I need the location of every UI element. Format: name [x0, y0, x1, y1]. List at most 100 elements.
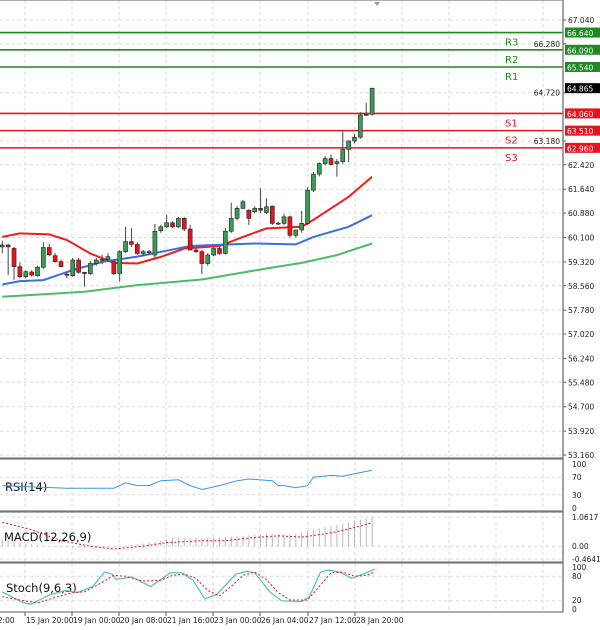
candle-bullish [152, 230, 158, 256]
candle-bearish [52, 255, 58, 262]
candle-bullish [93, 259, 99, 264]
candle-bullish [23, 271, 29, 277]
level-price-label: 65.540 [567, 64, 593, 73]
price-tick-label: 60.100 [568, 234, 594, 243]
candle-bearish [193, 249, 199, 252]
level-price-label: 63.510 [567, 127, 593, 136]
stoch-signal-line [2, 571, 375, 604]
level-price-box [565, 44, 600, 55]
candle-bearish [199, 251, 205, 264]
time-tick-label: 19 Jan 00:00 [73, 616, 121, 625]
chart-shift-marker-icon[interactable] [374, 2, 380, 6]
candle-bullish [99, 259, 105, 261]
candle-bearish [64, 273, 70, 276]
candle-bearish [246, 209, 252, 219]
indicator-tick-label: 0.00 [572, 542, 589, 551]
candle-bullish [293, 229, 299, 236]
candle-bearish [111, 261, 117, 274]
level-label-s1: S1 [505, 118, 518, 129]
candle-bullish [0, 244, 5, 248]
panel-frame [0, 0, 564, 459]
candle-bullish [316, 163, 322, 175]
moving-average-ma-slow [2, 242, 373, 298]
candle-bullish [275, 222, 281, 225]
stoch-main-line [2, 568, 375, 605]
indicator-tick-label: 70 [572, 473, 582, 482]
moving-averages [2, 175, 373, 298]
candle-bullish [363, 114, 369, 116]
candle-bullish [311, 173, 316, 191]
time-tick-label: 23 Jan 00:00 [214, 616, 262, 625]
candle-bullish [346, 140, 351, 150]
candle-bearish [258, 208, 263, 211]
level-label-r3: R3 [505, 38, 518, 49]
current-price-label: 64.865 [567, 85, 593, 94]
price-tick-label: 63.180 [534, 137, 560, 146]
level-price-label: 64.060 [567, 110, 593, 119]
time-tick-label: 20 Jan 08:00 [120, 616, 168, 625]
price-tick-label: 55.480 [568, 378, 594, 387]
level-label-s2: S2 [505, 136, 518, 147]
rsi-line [2, 469, 373, 491]
candle-bullish [334, 161, 340, 164]
indicator-tick-label: 0 [572, 605, 577, 614]
time-tick-label: 27 Jan 12:00 [309, 616, 357, 625]
level-price-label: 66.090 [567, 46, 593, 55]
level-price-box [565, 62, 600, 73]
level-price-box [565, 142, 600, 153]
candle-bullish [105, 256, 111, 260]
candle-bullish [123, 241, 128, 252]
indicator-tick-label: -0.4641 [572, 555, 600, 564]
macd-label: MACD(12,26,9) [4, 530, 91, 544]
indicator-tick-label: 100 [572, 563, 587, 572]
candle-bearish [17, 266, 23, 277]
macd-panel: MACD(12,26,9) [1, 517, 373, 550]
price-tick-label: 53.160 [568, 451, 594, 460]
price-tick-label: 56.240 [568, 354, 594, 363]
candle-bearish [287, 216, 293, 236]
candle-bullish [70, 259, 76, 277]
level-price-box [565, 27, 600, 38]
price-tick-label: 64.720 [534, 89, 560, 98]
candle-bullish [140, 251, 146, 254]
candle-bearish [58, 261, 64, 267]
candle-bullish [211, 248, 216, 256]
rsi-panel: RSI(14) [2, 469, 373, 494]
indicator-tick-label: 1.0617 [572, 513, 598, 522]
level-price-box [565, 125, 600, 136]
candle-bearish [328, 158, 334, 165]
time-tick-label: 12:00 [0, 616, 15, 625]
pivot-levels: R3 R2 R1 S1 S2 S3 [0, 31, 563, 164]
candle-bearish [46, 247, 52, 256]
moving-average-ma-mid [2, 214, 373, 286]
price-tick-label: 66.280 [534, 40, 560, 49]
price-tick-label: 57.780 [568, 306, 594, 315]
price-tick-label: 57.020 [568, 330, 594, 339]
indicator-tick-label: 100 [572, 460, 587, 469]
candle-bullish [252, 208, 258, 213]
candle-bullish [117, 251, 122, 274]
grid [0, 0, 563, 612]
candles [0, 87, 375, 287]
candle-bearish [129, 241, 134, 245]
candle-bullish [322, 158, 328, 164]
panel-frame [0, 458, 564, 512]
candle-bullish [264, 206, 269, 213]
candle-bearish [270, 205, 275, 224]
candle-bullish [369, 87, 375, 115]
price-tick-label: 60.880 [568, 209, 594, 218]
candle-bearish [5, 244, 11, 248]
candle-bullish [164, 222, 169, 228]
candle-bearish [187, 228, 193, 251]
candle-bearish [11, 248, 17, 267]
macd-signal-line [2, 521, 373, 550]
level-label-r1: R1 [505, 72, 518, 83]
candle-bullish [240, 201, 246, 209]
candle-bullish [88, 263, 93, 274]
candle-bullish [41, 247, 46, 268]
indicator-tick-label: 0 [572, 504, 577, 513]
time-tick-label: 15 Jan 20:00 [26, 616, 74, 625]
